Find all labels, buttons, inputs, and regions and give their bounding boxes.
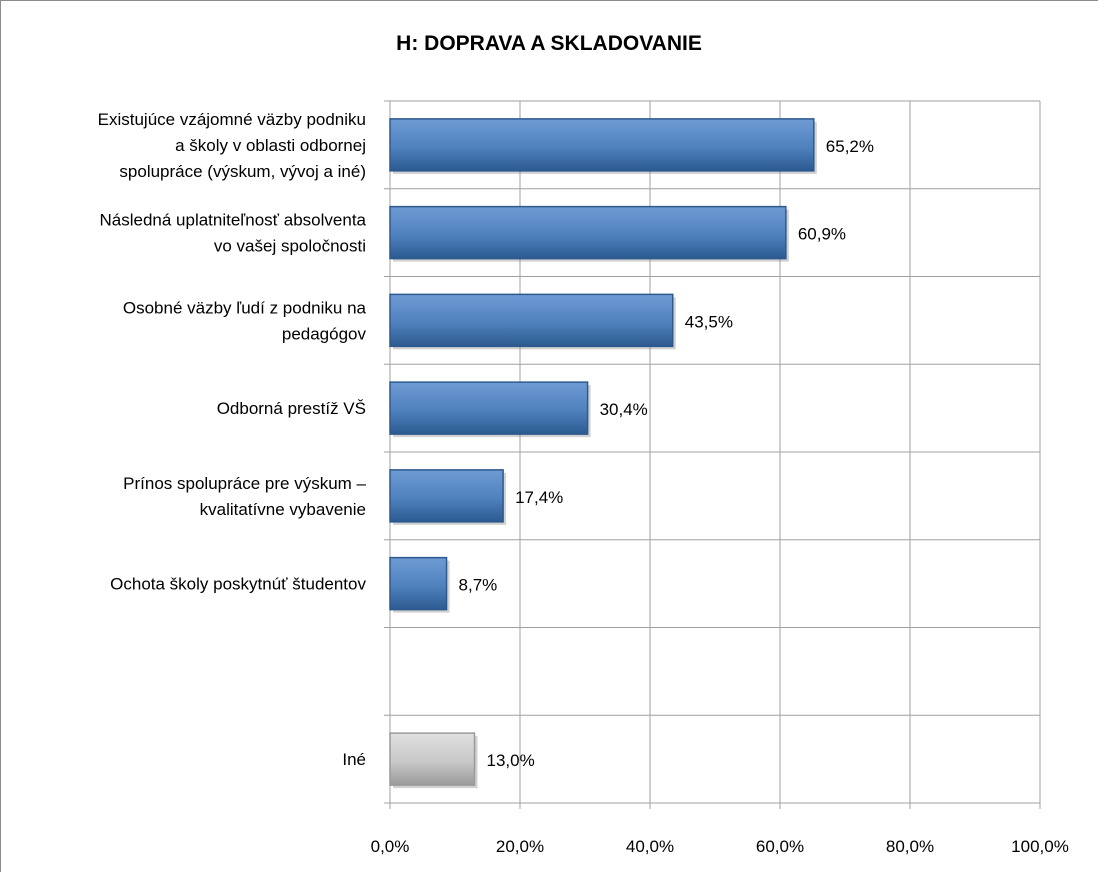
value-label: 8,7%: [459, 576, 498, 595]
category-label: Existujúce vzájomné väzby podniku: [98, 110, 366, 129]
bar: [389, 293, 674, 348]
category-label: Prínos spolupráce pre výskum –: [123, 474, 366, 493]
category-label: vo vašej spoločnosti: [214, 237, 366, 256]
x-tick-label: 0,0%: [371, 837, 410, 856]
value-label: 43,5%: [685, 312, 733, 331]
value-label: 17,4%: [515, 488, 563, 507]
x-tick-label: 40,0%: [626, 837, 674, 856]
category-label: Odborná prestíž VŠ: [217, 399, 366, 418]
bars: [389, 118, 817, 789]
labels: 0,0% 20,0% 40,0% 60,0% 80,0% 100,0% 65,2% Exist…: [98, 110, 1069, 856]
x-tick-label: 100,0%: [1011, 837, 1069, 856]
category-label: Iné: [342, 750, 366, 769]
value-label: 30,4%: [600, 400, 648, 419]
category-label: kvalitatívne vybavenie: [200, 500, 366, 519]
category-label: Následná uplatniteľnosť absolventa: [99, 211, 366, 230]
category-label: Osobné väzby ľudí z podniku na: [123, 298, 367, 317]
x-tick-label: 20,0%: [496, 837, 544, 856]
bar: [389, 732, 476, 786]
bar: [389, 205, 787, 260]
chart-title: H: DOPRAVA A SKLADOVANIE: [396, 32, 702, 55]
bar: [389, 556, 448, 611]
value-label: 65,2%: [826, 137, 874, 156]
bar: [389, 381, 589, 435]
value-label: 60,9%: [798, 225, 846, 244]
x-tick-label: 80,0%: [886, 837, 934, 856]
value-label: 13,0%: [487, 751, 535, 770]
category-label: spolupráce (výskum, vývoj a iné): [119, 162, 366, 181]
bar: [389, 118, 815, 172]
category-label: a školy v oblasti odbornej: [175, 136, 366, 155]
x-tick-label: 60,0%: [756, 837, 804, 856]
category-label: Ochota školy poskytnúť študentov: [110, 575, 366, 594]
bar: [389, 469, 504, 523]
category-label: pedagógov: [282, 324, 367, 343]
